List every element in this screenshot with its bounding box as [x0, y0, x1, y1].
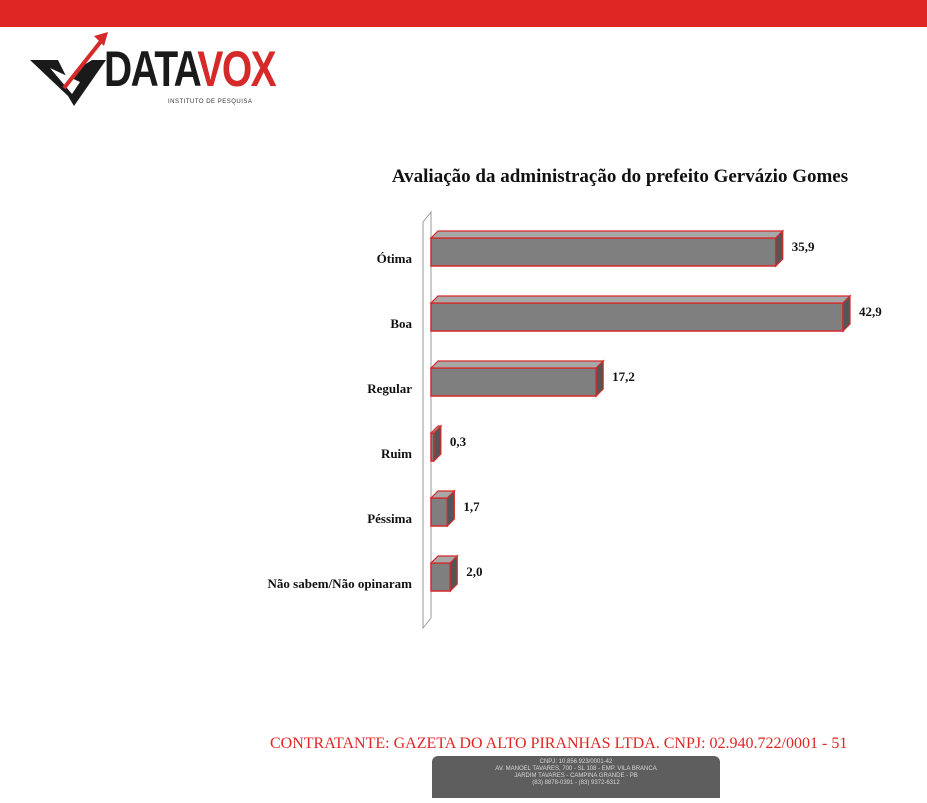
address-line: AV. MANOEL TAVARES, 700 - SL 108 - EMP. … [495, 766, 657, 772]
category-label: Péssima [367, 511, 412, 526]
bar-chart: Ótima 35,9 Boa 42,9 Regular 17,2 Ruim 0,3 Péssim… [268, 210, 882, 630]
category-label: Boa [390, 316, 412, 331]
axis-wall-panel [422, 210, 432, 630]
bar-side-face [446, 489, 455, 528]
bar [430, 237, 777, 267]
bar-side-face [449, 554, 458, 593]
chart-bars: Ótima 35,9 Boa 42,9 Regular 17,2 Ruim 0,3 Péssim… [268, 229, 882, 593]
bar-group: Ruim 0,3 [381, 424, 467, 463]
bar-top-face [429, 230, 785, 239]
address-box: CNPJ: 10.856.923/0001-42 AV. MANOEL TAVAR… [432, 756, 720, 798]
bar-group: Não sabem/Não opinaram 2,0 [268, 554, 482, 593]
bar-group: Regular 17,2 [367, 359, 635, 398]
value-label: 35,9 [792, 239, 815, 254]
category-label: Regular [367, 381, 412, 396]
bar [430, 302, 844, 332]
datavox-logo-icon [30, 32, 108, 106]
bar-side-face [775, 229, 784, 268]
contratante-text: CONTRATANTE: GAZETA DO ALTO PIRANHAS LTD… [270, 735, 848, 752]
chart-title: Avaliação da administração do prefeito G… [391, 166, 849, 187]
bar-group: Boa 42,9 [390, 294, 882, 333]
value-label: 17,2 [612, 369, 635, 384]
category-label: Não sabem/Não opinaram [268, 576, 413, 591]
bar-group: Ótima 35,9 [377, 229, 815, 268]
top-red-bar [0, 0, 927, 27]
value-label: 0,3 [450, 434, 467, 449]
bar-top-face [429, 360, 605, 369]
bar-side-face [595, 359, 604, 398]
bar-group: Péssima 1,7 [367, 489, 480, 528]
bar [430, 562, 451, 592]
bar-top-face [429, 295, 852, 304]
chart-axis-wall [422, 210, 432, 630]
bar-side-face [433, 424, 442, 463]
logo-tagline: INSTITUTO DE PESQUISA [168, 99, 253, 105]
bar-side-face [842, 294, 851, 333]
logo-wordmark: DATAVOX [104, 41, 277, 97]
value-label: 1,7 [463, 499, 480, 514]
address-line: JARDIM TAVARES - CAMPINA GRANDE - PB [514, 773, 638, 779]
address-line: (83) 8878-0391 - (83) 9372-6312 [532, 780, 620, 786]
value-label: 42,9 [859, 304, 882, 319]
logo-word-vox: VOX [197, 41, 276, 97]
address-line: CNPJ: 10.856.923/0001-42 [539, 759, 613, 765]
category-label: Ruim [381, 446, 412, 461]
value-label: 2,0 [466, 564, 482, 579]
bar [430, 367, 597, 397]
logo-word-data: DATA [104, 41, 199, 97]
category-label: Ótima [377, 251, 413, 266]
bar [430, 497, 449, 527]
